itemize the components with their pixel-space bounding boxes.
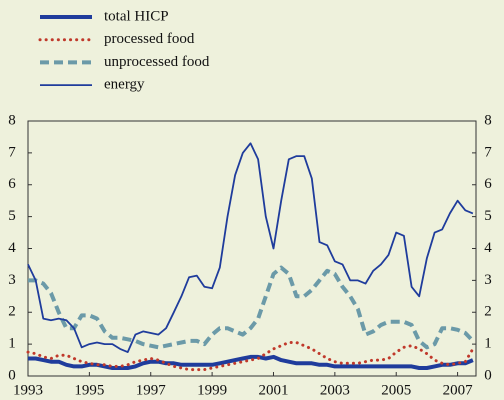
x-tick-label: 2005 — [381, 382, 411, 398]
series-line — [28, 354, 474, 370]
plot-frame — [27, 120, 477, 377]
y2-tick-label: 4 — [484, 240, 492, 256]
x-tick-label: 2001 — [258, 382, 288, 398]
series-line — [28, 265, 475, 350]
y-tick-label: 3 — [8, 272, 16, 288]
y2-tick-label: 0 — [484, 367, 492, 383]
y-tick-label: 0 — [8, 367, 16, 383]
series-line — [26, 341, 475, 372]
series-line — [27, 142, 474, 353]
legend-label: processed food — [104, 31, 195, 47]
y2-tick-label: 1 — [484, 336, 492, 352]
x-tick-label: 2007 — [443, 382, 474, 398]
y2-tick-label: 3 — [484, 272, 492, 288]
y2-tick-label: 2 — [484, 304, 492, 320]
y-tick-label: 5 — [8, 208, 16, 224]
y2-tick-label: 5 — [484, 208, 492, 224]
y-tick-label: 1 — [8, 336, 16, 352]
y2-tick-label: 8 — [484, 112, 492, 128]
x-tick-label: 1999 — [197, 382, 227, 398]
legend-label: total HICP — [104, 8, 169, 24]
legend-label: energy — [104, 77, 145, 93]
y-tick-label: 2 — [8, 304, 16, 320]
y-tick-label: 4 — [8, 240, 16, 256]
y2-tick-label: 7 — [484, 144, 492, 160]
x-tick-label: 2003 — [320, 382, 350, 398]
legend-label: unprocessed food — [104, 54, 210, 70]
x-tick-label: 1995 — [74, 382, 104, 398]
y2-tick-label: 6 — [484, 176, 492, 192]
y-tick-label: 7 — [8, 144, 16, 160]
y-tick-label: 8 — [8, 112, 16, 128]
x-tick-label: 1997 — [136, 382, 167, 398]
y-tick-label: 6 — [8, 176, 16, 192]
x-tick-label: 1993 — [13, 382, 43, 398]
